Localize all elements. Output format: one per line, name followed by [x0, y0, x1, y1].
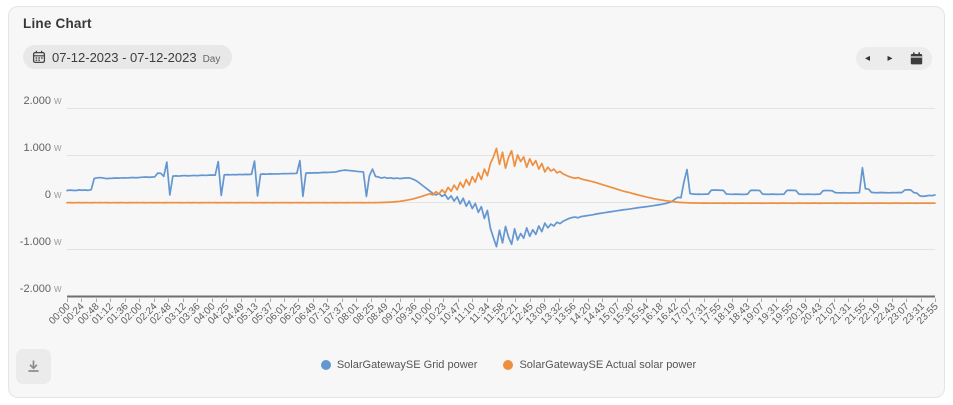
legend-item-grid-power[interactable]: SolarGatewaySE Grid power: [320, 359, 478, 371]
line-chart-canvas[interactable]: [9, 89, 946, 353]
prev-day-button[interactable]: ◂: [865, 52, 871, 64]
legend-dot-grid-power: [320, 360, 331, 370]
next-day-button[interactable]: ▸: [887, 52, 893, 64]
chevron-right-icon: ▸: [887, 52, 893, 64]
chevron-left-icon: ◂: [865, 52, 871, 64]
calendar-icon: [32, 50, 46, 64]
date-range-button[interactable]: 07-12-2023 - 07-12-2023 Day: [23, 45, 233, 69]
date-range-text: 07-12-2023 - 07-12-2023: [52, 49, 197, 65]
legend-item-solar-power[interactable]: SolarGatewaySE Actual solar power: [503, 359, 696, 371]
chart-legend: SolarGatewaySE Grid power SolarGatewaySE…: [9, 359, 944, 371]
calendar-filled-icon: [910, 52, 923, 65]
date-nav-group: ◂ ▸: [856, 47, 932, 70]
legend-label-grid-power: SolarGatewaySE Grid power: [336, 359, 478, 371]
legend-label-solar-power: SolarGatewaySE Actual solar power: [519, 359, 697, 371]
legend-dot-solar-power: [503, 360, 514, 370]
page-title: Line Chart: [23, 16, 92, 31]
line-chart-card: Line Chart 07-12-2023 - 07-12-2023 Day ◂…: [8, 6, 946, 398]
download-icon: [28, 360, 39, 372]
calendar-picker-button[interactable]: [910, 52, 923, 65]
granularity-label: Day: [202, 53, 221, 65]
download-button[interactable]: [16, 349, 51, 384]
